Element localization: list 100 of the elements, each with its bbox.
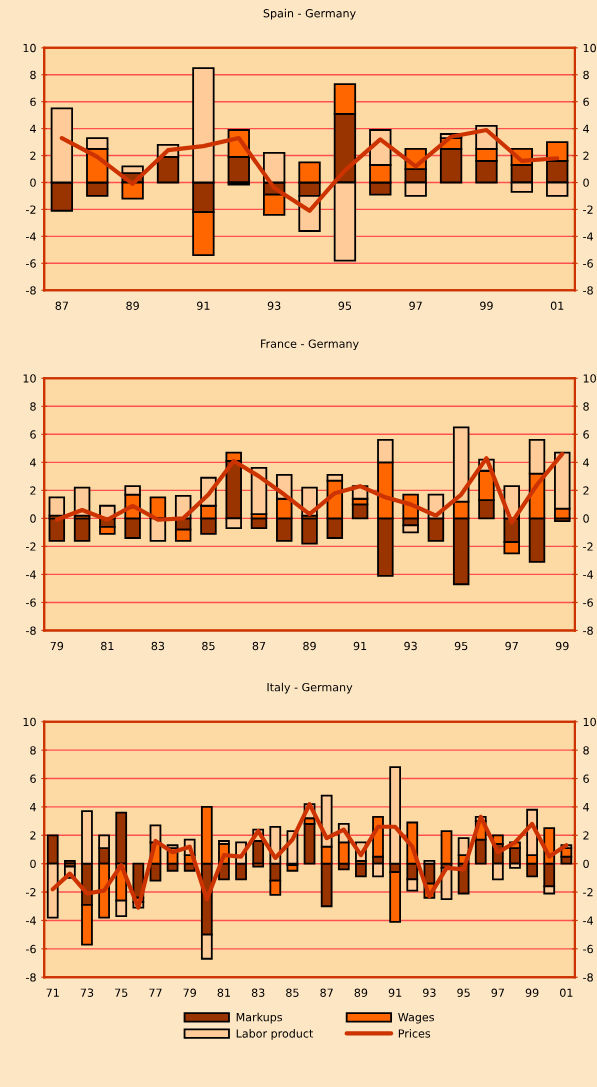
y-tick-label: 6 xyxy=(30,97,36,107)
y-tick-label: 8 xyxy=(30,746,36,755)
y-tick-label: 10 xyxy=(23,374,36,383)
y2-tick-label: 4 xyxy=(583,803,589,812)
chart-title: France - Germany xyxy=(261,339,359,351)
y2-tick-label: 0 xyxy=(583,514,589,523)
x-tick-label: 95 xyxy=(338,301,352,310)
y-tick-label: -6 xyxy=(26,944,36,954)
y2-tick-label: 6 xyxy=(583,97,589,107)
y2-tick-label: -8 xyxy=(583,286,593,295)
y-tick-label: 4 xyxy=(30,458,36,467)
y-tick-label: -6 xyxy=(26,598,36,607)
y2-tick-label: 2 xyxy=(583,151,589,160)
legend-label: Markups xyxy=(236,1012,283,1024)
y-tick-label: -8 xyxy=(26,973,36,982)
x-tick-label: 83 xyxy=(251,988,265,997)
y2-tick-label: 6 xyxy=(583,430,589,439)
x-tick-label: 79 xyxy=(50,641,64,651)
y-tick-label: -8 xyxy=(26,286,36,295)
chart-title: Italy - Germany xyxy=(267,682,353,694)
y-tick-label: 6 xyxy=(30,430,36,439)
y2-tick-label: 8 xyxy=(583,70,589,80)
x-tick-label: 81 xyxy=(217,988,230,997)
y-tick-label: -8 xyxy=(26,626,36,635)
y-tick-label: 0 xyxy=(30,178,36,187)
y-tick-label: 6 xyxy=(30,774,36,783)
x-tick-label: 97 xyxy=(491,988,504,997)
y-tick-label: 10 xyxy=(23,43,36,53)
x-tick-label: 91 xyxy=(388,988,402,997)
legend-label: Prices xyxy=(398,1029,431,1038)
y2-tick-label: -6 xyxy=(583,259,593,268)
y-tick-label: -2 xyxy=(26,888,36,897)
y-tick-label: -4 xyxy=(26,232,36,241)
y2-tick-label: -6 xyxy=(583,944,593,954)
x-tick-label: 01 xyxy=(550,301,564,310)
x-tick-label: 89 xyxy=(354,988,368,997)
x-tick-label: 75 xyxy=(115,988,128,997)
y2-tick-label: 2 xyxy=(583,831,589,840)
y2-tick-label: 8 xyxy=(583,402,589,411)
x-tick-label: 99 xyxy=(555,641,569,651)
x-tick-label: 95 xyxy=(457,988,470,997)
y2-tick-label: 4 xyxy=(583,458,589,467)
y2-tick-label: 8 xyxy=(583,746,589,755)
x-tick-label: 95 xyxy=(454,641,468,651)
y2-tick-label: -4 xyxy=(583,570,594,579)
x-tick-label: 85 xyxy=(286,988,299,997)
y-tick-label: 0 xyxy=(30,514,36,523)
y2-tick-label: 10 xyxy=(583,43,596,53)
y2-tick-label: 0 xyxy=(583,178,589,187)
x-tick-label: 97 xyxy=(505,641,518,651)
x-tick-label: 93 xyxy=(267,301,281,310)
y-tick-label: -2 xyxy=(26,205,36,214)
x-tick-label: 87 xyxy=(252,641,266,651)
legend-label: Wages xyxy=(398,1013,434,1024)
y-tick-label: -2 xyxy=(26,542,36,551)
y2-tick-label: -4 xyxy=(583,232,594,241)
x-tick-label: 79 xyxy=(183,988,196,997)
y2-tick-label: -8 xyxy=(583,973,593,982)
x-tick-label: 85 xyxy=(202,641,215,651)
y2-tick-label: -8 xyxy=(583,626,593,635)
x-tick-label: 99 xyxy=(525,988,539,997)
y2-tick-label: -4 xyxy=(583,916,594,925)
x-tick-label: 71 xyxy=(46,988,59,997)
y-tick-label: 8 xyxy=(30,402,36,411)
x-tick-label: 87 xyxy=(320,988,333,997)
y2-tick-label: 6 xyxy=(583,774,589,783)
y-tick-label: 4 xyxy=(30,124,36,133)
y2-tick-label: -2 xyxy=(583,542,593,551)
x-tick-label: 91 xyxy=(353,641,367,651)
x-tick-label: 99 xyxy=(480,301,493,310)
x-tick-label: 91 xyxy=(197,301,210,310)
y-tick-label: 10 xyxy=(23,717,36,727)
y-tick-label: -4 xyxy=(26,570,36,579)
x-tick-label: 87 xyxy=(55,301,68,310)
y-tick-label: 8 xyxy=(30,70,36,80)
y2-tick-label: 0 xyxy=(583,859,589,869)
y2-tick-label: 10 xyxy=(583,717,596,727)
y2-tick-label: -6 xyxy=(583,598,593,607)
x-tick-label: 93 xyxy=(404,641,417,651)
x-tick-label: 81 xyxy=(101,641,114,651)
x-tick-label: 97 xyxy=(409,301,422,310)
y-tick-label: 4 xyxy=(30,803,36,812)
y-tick-label: 2 xyxy=(30,151,36,160)
x-tick-label: 89 xyxy=(126,301,139,310)
y-tick-label: 2 xyxy=(30,486,36,495)
y2-tick-label: 4 xyxy=(583,124,589,133)
y2-tick-label: -2 xyxy=(583,205,593,214)
y-tick-label: 2 xyxy=(30,831,36,840)
legend-label: Labor product xyxy=(236,1029,314,1040)
x-tick-label: 89 xyxy=(303,641,316,651)
x-tick-label: 73 xyxy=(80,988,94,997)
x-tick-label: 77 xyxy=(149,988,162,997)
chart-title: Spain - Germany xyxy=(263,8,356,20)
y-tick-label: -6 xyxy=(26,259,36,268)
y2-tick-label: 2 xyxy=(583,486,589,495)
x-tick-label: 93 xyxy=(423,988,436,997)
y2-tick-label: 10 xyxy=(583,374,596,383)
x-tick-label: 01 xyxy=(560,988,573,997)
y2-tick-label: -2 xyxy=(583,888,593,897)
y-tick-label: -4 xyxy=(26,916,36,925)
